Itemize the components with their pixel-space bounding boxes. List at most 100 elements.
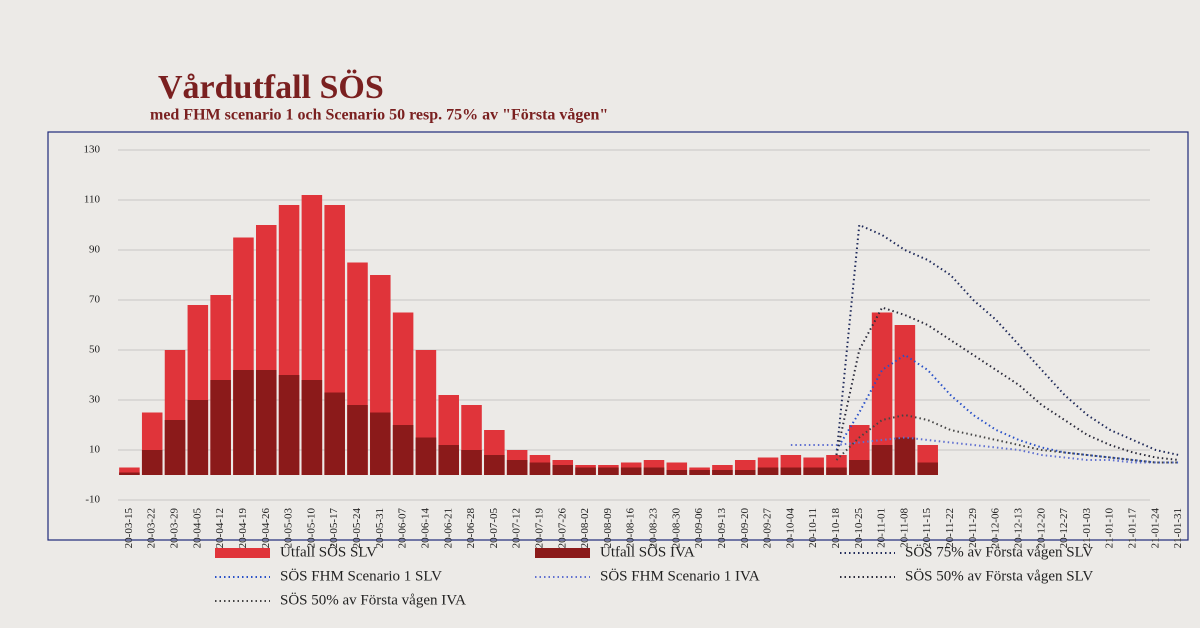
bar	[871, 312, 893, 475]
bar	[119, 467, 140, 475]
bar	[575, 467, 596, 475]
x-tick-label: 20-06-28	[465, 508, 477, 549]
x-tick-label: 20-10-11	[807, 508, 819, 548]
x-tick-label: 21-01-31	[1172, 508, 1184, 548]
x-tick-label: 20-11-15	[921, 508, 933, 548]
bar	[917, 462, 938, 475]
x-tick-label: 20-05-03	[283, 508, 295, 549]
x-tick-label: 20-06-07	[397, 508, 409, 549]
x-tick-label: 21-01-17	[1127, 508, 1139, 549]
legend-label: SÖS 50% av Första vågen SLV	[905, 567, 1093, 584]
x-tick-label: 20-04-12	[214, 508, 226, 548]
y-tick-label: 10	[89, 444, 101, 456]
x-tick-label: 20-10-25	[853, 508, 865, 549]
x-tick-label: 20-08-30	[670, 508, 682, 549]
x-tick-label: 20-09-27	[762, 508, 774, 549]
x-tick-label: 20-07-19	[533, 508, 545, 549]
y-tick-label: 30	[89, 394, 101, 406]
x-tick-label: 20-04-19	[237, 508, 249, 549]
line	[835, 306, 1179, 461]
bar	[415, 437, 437, 475]
y-tick-label: 50	[89, 344, 101, 356]
x-tick-label: 20-07-26	[556, 508, 568, 549]
bar	[164, 420, 186, 475]
x-tick-label: 20-12-13	[1012, 508, 1024, 549]
bar	[780, 467, 802, 475]
y-tick-label: 90	[89, 244, 101, 256]
bar	[849, 460, 870, 475]
x-tick-label: 20-05-24	[351, 508, 363, 549]
bar	[278, 375, 300, 475]
bar	[370, 412, 391, 475]
bar	[598, 467, 619, 475]
bar	[392, 425, 414, 475]
x-tick-label: 20-11-22	[944, 508, 956, 548]
bar	[757, 467, 779, 475]
x-tick-label: 20-08-16	[625, 508, 637, 549]
legend-label: SÖS 75% av Första vågen SLV	[905, 543, 1093, 560]
bar	[666, 470, 688, 475]
bar	[734, 470, 756, 475]
bar	[529, 462, 551, 475]
bar	[233, 370, 254, 475]
x-tick-label: 20-10-18	[830, 508, 842, 549]
bar	[141, 450, 163, 475]
x-tick-label: 20-06-21	[442, 508, 454, 548]
chart-title: Vårdutfall SÖS	[158, 69, 384, 106]
bar	[826, 467, 847, 475]
y-tick-label: 130	[84, 144, 101, 156]
x-tick-label: 20-12-06	[990, 508, 1002, 549]
x-tick-label: 20-11-29	[967, 508, 979, 548]
bar	[119, 472, 140, 475]
bar	[689, 470, 710, 475]
x-tick-label: 20-12-27	[1058, 508, 1070, 549]
x-tick-label: 20-11-08	[898, 508, 910, 548]
legend-label: SÖS FHM Scenario 1 IVA	[600, 567, 760, 584]
x-tick-label: 20-03-15	[123, 508, 135, 549]
bar	[301, 380, 323, 475]
x-tick-label: 20-11-01	[876, 508, 888, 548]
x-tick-label: 20-07-12	[511, 508, 523, 548]
bar	[712, 470, 733, 475]
bar	[484, 455, 505, 475]
bar	[643, 467, 665, 475]
x-tick-label: 20-12-20	[1035, 508, 1047, 549]
line	[790, 436, 1179, 464]
x-tick-label: 20-07-05	[488, 508, 500, 549]
legend-label: Utfall SÖS SLV	[280, 543, 377, 560]
x-tick-label: 20-05-17	[328, 508, 340, 549]
x-tick-label: 20-09-20	[739, 508, 751, 549]
bar	[187, 400, 209, 475]
bar	[894, 437, 916, 475]
bar	[552, 465, 574, 475]
chart-subtitle: med FHM scenario 1 och Scenario 50 resp.…	[150, 107, 608, 124]
bar	[506, 460, 528, 475]
bar	[803, 467, 824, 475]
line	[835, 413, 1179, 464]
bar	[620, 467, 642, 475]
legend-swatch	[535, 548, 590, 558]
x-tick-label: 20-08-02	[579, 508, 591, 548]
x-tick-label: 20-08-23	[648, 508, 660, 549]
bar	[324, 392, 345, 475]
x-tick-label: 20-04-26	[260, 508, 272, 549]
x-tick-label: 21-01-03	[1081, 508, 1093, 549]
x-tick-label: 20-10-04	[784, 508, 796, 549]
x-tick-label: 20-06-14	[419, 508, 431, 549]
x-tick-label: 20-09-06	[693, 508, 705, 549]
bar	[438, 445, 459, 475]
bar	[461, 450, 482, 475]
legend-swatch	[215, 548, 270, 558]
x-tick-label: 20-09-13	[716, 508, 728, 549]
x-tick-label: 21-01-10	[1104, 508, 1116, 549]
y-tick-label: 70	[89, 294, 101, 306]
bar	[871, 445, 893, 475]
bar	[255, 370, 277, 475]
x-tick-label: 20-03-22	[146, 508, 158, 548]
bar	[347, 405, 368, 475]
y-tick-label: 110	[84, 194, 101, 206]
frame	[47, 131, 1189, 541]
x-tick-label: 20-08-09	[602, 508, 614, 549]
y-tick-label: -10	[85, 494, 100, 506]
